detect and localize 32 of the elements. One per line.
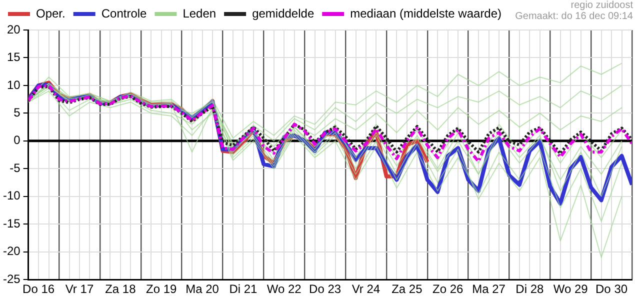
legend-label: Leden — [182, 6, 216, 20]
y-tick-label: -20 — [3, 244, 21, 258]
x-tick-label: Do 16 — [22, 282, 55, 296]
x-tick-label: Di 21 — [229, 282, 258, 296]
legend-label: Oper. — [36, 6, 66, 20]
y-tick-label: -25 — [3, 272, 21, 286]
x-tick-label: Za 25 — [392, 282, 423, 296]
legend-label: mediaan (middelste waarde) — [350, 6, 502, 20]
x-tick-label: Wo 22 — [266, 282, 302, 296]
x-tick-label: Vr 17 — [65, 282, 94, 296]
y-tick-label: 5 — [14, 106, 21, 120]
x-tick-label: Do 30 — [596, 282, 628, 296]
y-tick-label: 0 — [14, 133, 21, 148]
legend-label: Controle — [101, 6, 148, 20]
x-tick-label: Za 18 — [105, 282, 136, 296]
x-tick-label: Zo 19 — [146, 282, 178, 296]
y-tick-label: 15 — [6, 50, 21, 64]
x-tick-label: Zo 26 — [432, 282, 464, 296]
x-tick-label: Di 28 — [516, 282, 544, 296]
legend-label: gemiddelde — [252, 6, 314, 20]
y-tick-label: -5 — [10, 160, 21, 175]
x-tick-label: Do 23 — [309, 282, 342, 296]
x-tick-label: Wo 29 — [553, 282, 588, 296]
x-tick-label: Ma 27 — [472, 282, 506, 296]
y-tick-label: -15 — [3, 216, 21, 230]
y-tick-label: 20 — [6, 22, 21, 36]
text: Gemaakt: do 16 dec 09:14 — [515, 11, 633, 22]
text: regio zuidoost — [570, 0, 633, 11]
x-tick-label: Vr 24 — [352, 282, 380, 296]
y-tick-label: -10 — [3, 188, 21, 203]
x-tick-label: Ma 20 — [186, 282, 220, 296]
y-tick-label: 10 — [6, 78, 21, 92]
